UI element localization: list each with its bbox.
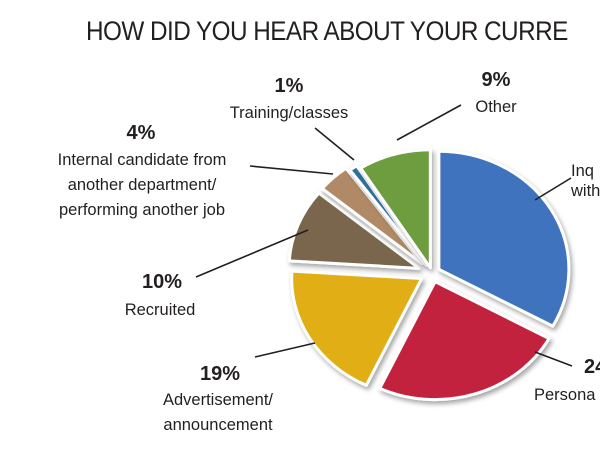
- leader-line-other: [396, 104, 462, 141]
- pie-slice-inquired: [437, 149, 571, 328]
- chart-title: HOW DID YOU HEAR ABOUT YOUR CURRE: [86, 16, 568, 46]
- slice-label-advertisement: announcement: [163, 416, 273, 434]
- slice-label-recruited: Recruited: [125, 301, 196, 319]
- pie-slice-advertisement: [290, 269, 424, 387]
- slice-label-internal: performing another job: [59, 201, 225, 219]
- slice-label-personal: Persona: [534, 386, 596, 404]
- slice-label-inquired: Inq: [571, 162, 594, 180]
- slice-label-advertisement: Advertisement/: [163, 391, 273, 409]
- slice-percent-personal: 24: [584, 356, 600, 378]
- slice-percent-advertisement: 19%: [200, 363, 240, 385]
- slice-label-internal: another department/: [68, 176, 217, 194]
- leader-line-advertisement: [254, 342, 316, 358]
- leader-line-internal: [249, 165, 334, 175]
- leader-line-personal: [534, 351, 573, 367]
- pie-slice-recruited: [287, 191, 421, 270]
- leader-line-training: [314, 127, 355, 161]
- slice-label-training: Training/classes: [230, 104, 349, 122]
- slice-percent-recruited: 10%: [142, 271, 182, 293]
- pie-slices: [287, 148, 571, 402]
- slice-percent-training: 1%: [275, 75, 304, 97]
- pie-slice-internal: [320, 166, 424, 266]
- pie-slice-training: [348, 164, 428, 267]
- slice-percent-other: 9%: [482, 69, 511, 91]
- pie-slice-other: [359, 148, 432, 270]
- slice-percent-internal: 4%: [127, 122, 156, 144]
- leader-line-recruited: [195, 229, 309, 278]
- slice-label-internal: Internal candidate from: [58, 151, 227, 169]
- slice-label-other: Other: [475, 98, 517, 116]
- slice-label-inquired: with: [570, 182, 600, 200]
- pie-labels: Inq with 24 Persona 19% Advertisement/announc…: [58, 69, 600, 434]
- leader-line-inquired: [534, 177, 572, 201]
